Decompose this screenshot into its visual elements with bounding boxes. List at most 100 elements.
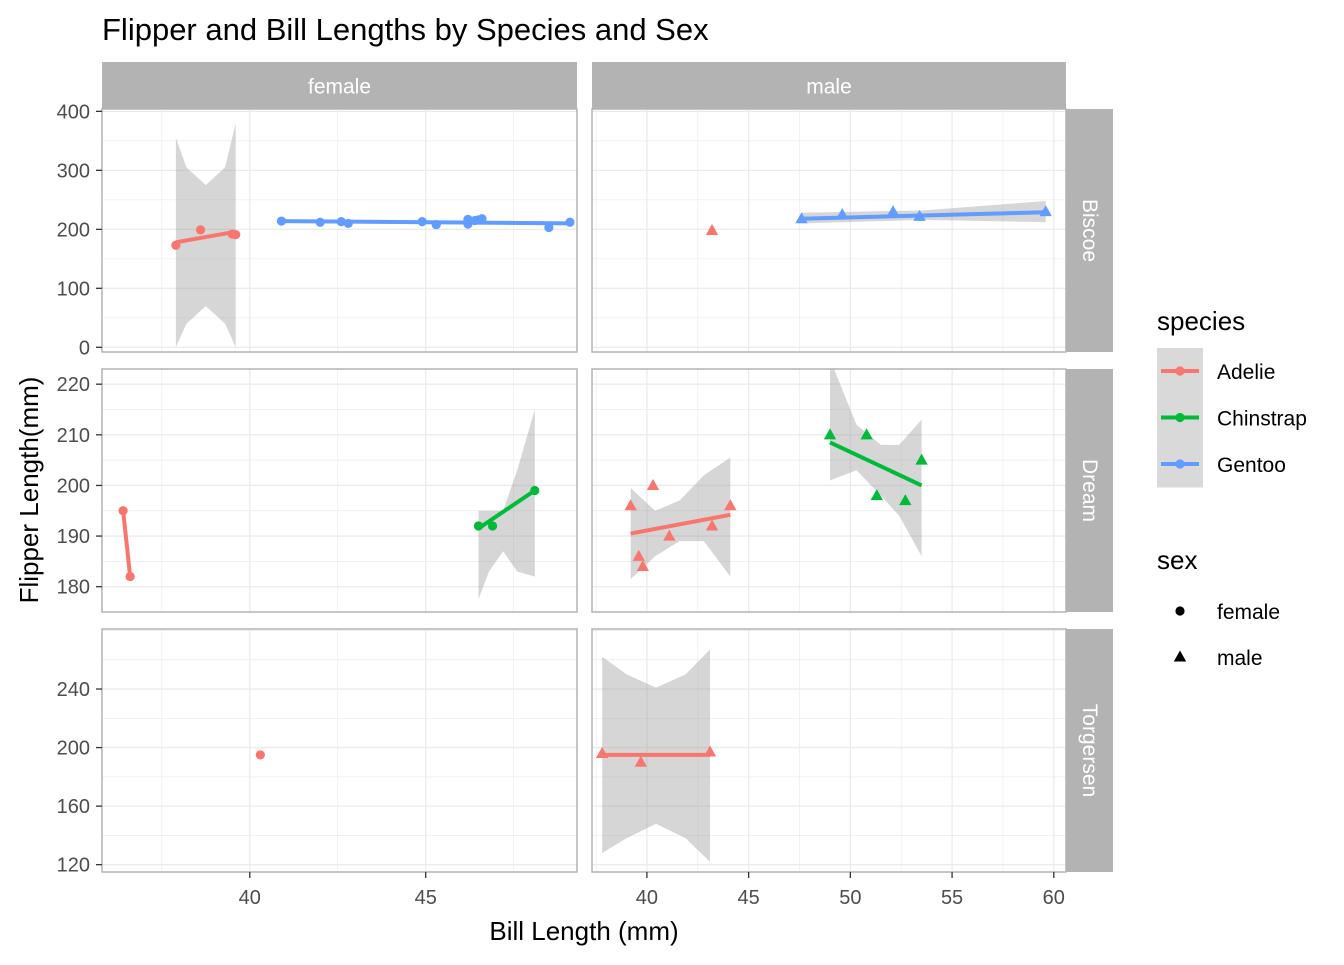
panel-border [591, 108, 1067, 353]
data-point-chinstrap-male [915, 453, 928, 465]
panel-border [101, 368, 578, 613]
data-point-chinstrap-male [823, 428, 837, 440]
panels-layer: female male Biscoe Dream Torgersen 0 100 200 300… [57, 62, 1113, 909]
panel-background [102, 629, 577, 872]
y-tick-label: 160 [57, 796, 90, 818]
data-point-adelie-male [646, 478, 660, 490]
panel-marks [118, 409, 540, 600]
data-point-chinstrap-male [899, 494, 912, 506]
data-point-adelie-male [634, 755, 647, 767]
data-point-gentoo-female [477, 214, 487, 224]
legend-key-shape-female [1175, 606, 1185, 616]
x-axis-title: Bill Length (mm) [489, 916, 678, 946]
data-point-gentoo-male [795, 212, 808, 224]
panel-background [102, 369, 577, 612]
x-tick-label: 45 [415, 887, 437, 909]
panel-marks [255, 750, 265, 760]
panel-data-dream-female [101, 368, 578, 613]
data-point-adelie-male [703, 745, 717, 757]
y-tick-label: 180 [57, 577, 90, 599]
facet-strip-label-female: female [308, 76, 371, 99]
legend: species Adelie Chinstrap Gentoo sex female mal… [1157, 306, 1307, 670]
x-tick-label: 55 [941, 887, 963, 909]
facet-strip-dream [1066, 369, 1113, 612]
legend-label-adelie: Adelie [1217, 361, 1275, 384]
y-tick-label: 100 [57, 278, 90, 300]
data-point-chinstrap-female [487, 521, 498, 531]
data-point-chinstrap-female [530, 485, 540, 496]
legend-label-female: female [1217, 601, 1280, 624]
panel-biscoe-male [592, 109, 1066, 352]
data-point-gentoo-female [343, 218, 353, 229]
data-point-adelie-female [195, 225, 206, 235]
data-point-adelie-female [118, 506, 128, 516]
legend-key-shape-male [1173, 650, 1187, 662]
fit-line-adelie-female [175, 229, 237, 245]
panel-background [592, 109, 1066, 352]
legend-title-sex: sex [1157, 545, 1197, 575]
y-tick-label: 200 [57, 219, 90, 241]
chart-title: Flipper and Bill Lengths by Species and … [102, 12, 709, 47]
panel-data-biscoe-female [101, 108, 578, 353]
data-point-adelie-male [636, 559, 650, 571]
data-point-gentoo-female [463, 214, 473, 224]
x-tick-label: 45 [738, 887, 760, 909]
legend-label-gentoo: Gentoo [1217, 454, 1286, 477]
y-tick-label: 400 [57, 101, 90, 123]
panel-marks [705, 201, 1052, 236]
y-tick-label: 200 [57, 475, 90, 497]
confidence-band-chinstrap-female [478, 409, 535, 600]
y-tick-label: 200 [57, 738, 90, 760]
fit-line-chinstrap-female [477, 488, 536, 531]
panel-border [101, 108, 578, 353]
data-point-gentoo-male [836, 208, 849, 220]
data-point-gentoo-female [431, 220, 441, 230]
data-point-gentoo-female [417, 217, 427, 227]
panel-data-dream-male [591, 368, 1067, 613]
panel-data-torgersen-male [591, 628, 1067, 873]
y-tick-label: 240 [57, 679, 90, 701]
data-point-adelie-female [231, 230, 241, 240]
panel-data-torgersen-female [101, 628, 578, 873]
x-tick-label: 40 [239, 887, 261, 909]
legend-key-point-chinstrap [1175, 412, 1185, 423]
x-tick-label: 40 [636, 887, 658, 909]
y-axis-title: Flipper Length(mm) [14, 377, 44, 604]
legend-key-point-gentoo [1175, 459, 1185, 469]
panel-border [591, 368, 1067, 613]
y-tick-label: 0 [79, 337, 90, 359]
data-point-gentoo-female [315, 217, 325, 227]
legend-label-chinstrap: Chinstrap [1217, 408, 1307, 431]
panel-dream-male [592, 369, 1066, 613]
panel-marks [595, 649, 717, 862]
panel-torgersen-female [102, 629, 577, 872]
data-point-gentoo-female [565, 217, 575, 227]
panel-marks [624, 369, 928, 580]
facet-strip-label-biscoe: Biscoe [1078, 199, 1101, 262]
facet-strip-label-dream: Dream [1078, 459, 1101, 522]
panel-background [592, 369, 1066, 612]
legend-label-male: male [1217, 647, 1263, 670]
panel-dream-female [102, 369, 577, 613]
data-point-gentoo-male [886, 205, 900, 217]
facet-strip-biscoe [1066, 109, 1113, 352]
panel-torgersen-male [592, 629, 1066, 872]
facet-strip-torgersen [1066, 629, 1113, 872]
data-point-gentoo-female [276, 216, 287, 226]
y-tick-label: 120 [57, 855, 90, 877]
panel-marks [171, 123, 575, 348]
data-point-gentoo-female [544, 222, 554, 233]
panel-data-biscoe-male [591, 108, 1067, 353]
legend-key-point-adelie [1175, 366, 1185, 376]
data-point-adelie-male [705, 224, 719, 236]
facet-strip-female [102, 62, 577, 109]
confidence-band-adelie-male [630, 457, 731, 580]
panel-border [591, 628, 1067, 873]
data-point-adelie-male [663, 529, 676, 541]
panel-background [592, 629, 1066, 872]
data-point-gentoo-female [336, 217, 346, 227]
fit-line-chinstrap-male [829, 440, 923, 488]
panel-background [102, 109, 577, 352]
